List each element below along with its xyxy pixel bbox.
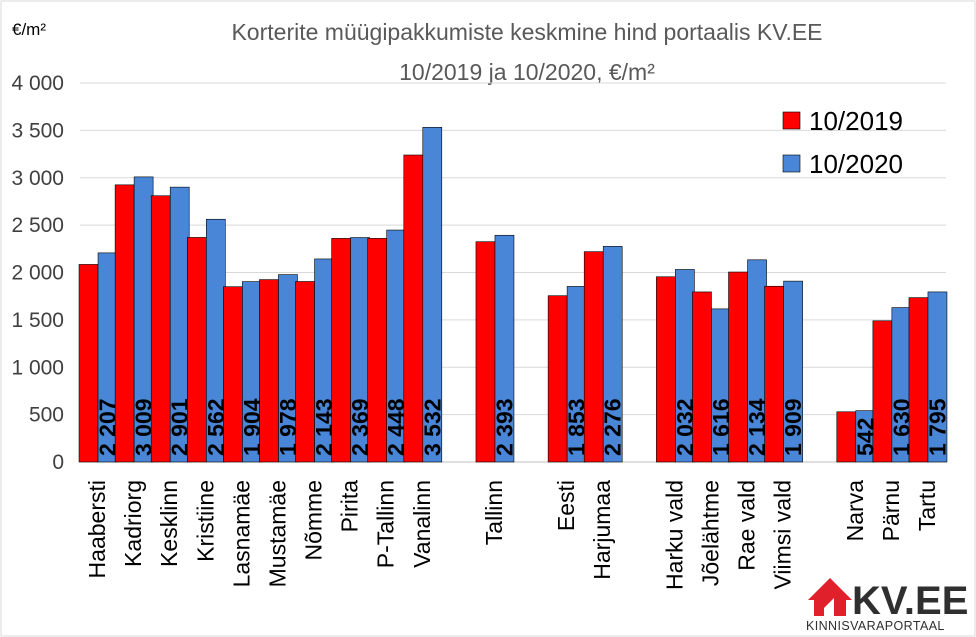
data-label-2020: 1 853 [564, 398, 590, 456]
category-label: P-Tallinn [373, 480, 399, 568]
logo-subtitle: KINNISVARAPORTAAL [806, 619, 945, 633]
y-axis-unit-label: €/m² [12, 20, 46, 39]
category-label: Pärnu [878, 480, 904, 541]
bar-2020 [783, 280, 803, 463]
bar-2020 [602, 246, 623, 463]
y-tick-label: 500 [29, 404, 64, 427]
x-axis-category-labels: Haabersti Kadriorg Kesklinn Kristiine Lasnam… [84, 480, 940, 590]
y-tick-label: 2 000 [11, 262, 64, 285]
kv-ee-logo: KV.EE KINNISVARAPORTAAL [806, 578, 968, 633]
data-label-2020: 1 616 [708, 398, 734, 456]
bar-2020 [422, 127, 443, 463]
legend-label: 10/2020 [809, 149, 903, 179]
house-door-icon [824, 598, 834, 616]
data-label-2020: 542 [852, 418, 878, 456]
data-label-2020: 1 909 [780, 398, 806, 456]
data-label-2020: 2 393 [491, 398, 517, 456]
bars [78, 127, 948, 463]
category-label: Mustamäe [264, 480, 290, 587]
category-label: Kristiine [192, 480, 218, 562]
data-labels: 2 207 3 009 2 901 2 562 1 904 1 978 2 143 2 369… [95, 398, 951, 456]
y-tick-label: 2 500 [11, 214, 64, 237]
bar-2020 [494, 234, 515, 463]
house-icon [808, 578, 852, 616]
data-label-2020: 2 276 [600, 398, 626, 456]
data-label-2020: 2 032 [672, 398, 698, 456]
y-tick-label: 3 000 [11, 167, 64, 190]
y-tick-label: 0 [52, 451, 64, 474]
category-label: Kadriorg [120, 480, 146, 567]
category-label: Pirita [337, 480, 363, 533]
data-label-2020: 1 630 [888, 398, 914, 456]
chart-title-line-2: 10/2019 ja 10/2020, €/m² [399, 59, 655, 85]
y-tick-label: 1 000 [11, 356, 64, 379]
y-axis-tick-labels: 0 500 1 000 1 500 2 000 2 500 3 000 3 500 4 000 [11, 72, 64, 474]
category-label: Nõmme [301, 480, 327, 561]
category-label: Rae vald [734, 480, 760, 571]
chart-title-line-1: Korterite müügipakkumiste keskmine hind … [231, 19, 822, 45]
y-tick-label: 3 500 [11, 119, 64, 142]
category-label: Kesklinn [156, 480, 182, 567]
logo-name: KV.EE [852, 579, 968, 623]
category-label: Harku vald [661, 480, 687, 590]
data-label-2020: 2 369 [347, 398, 373, 456]
data-label-2020: 1 904 [239, 398, 265, 456]
legend-swatch [782, 154, 801, 173]
data-label-2020: 1 795 [924, 398, 950, 456]
data-label-2020: 2 448 [383, 398, 409, 456]
category-label: Tallinn [481, 480, 507, 545]
category-label: Lasnamäe [228, 480, 254, 587]
category-label: Jõelähtme [697, 480, 723, 586]
data-label-2020: 1 978 [275, 398, 301, 456]
data-label-2020: 2 207 [95, 398, 121, 456]
data-label-2020: 3 532 [419, 398, 445, 456]
category-label: Narva [842, 480, 868, 542]
data-label-2020: 2 562 [203, 398, 229, 456]
data-label-2020: 2 134 [744, 398, 770, 456]
category-label: Harjumaa [589, 480, 615, 580]
data-label-2020: 3 009 [131, 398, 157, 456]
y-tick-label: 4 000 [11, 72, 64, 95]
legend-swatch [782, 111, 801, 130]
legend-label: 10/2019 [809, 106, 903, 136]
category-label: Haabersti [84, 480, 110, 578]
bar-2020 [927, 291, 948, 463]
category-label: Eesti [553, 480, 579, 531]
data-label-2020: 2 901 [167, 398, 193, 456]
legend: 10/2019 10/2020 [782, 106, 903, 179]
data-label-2020: 2 143 [311, 398, 337, 456]
category-label: Viimsi vald [770, 480, 796, 590]
y-tick-label: 1 500 [11, 309, 64, 332]
category-label: Vanalinn [409, 480, 435, 568]
category-label: Tartu [914, 480, 940, 531]
